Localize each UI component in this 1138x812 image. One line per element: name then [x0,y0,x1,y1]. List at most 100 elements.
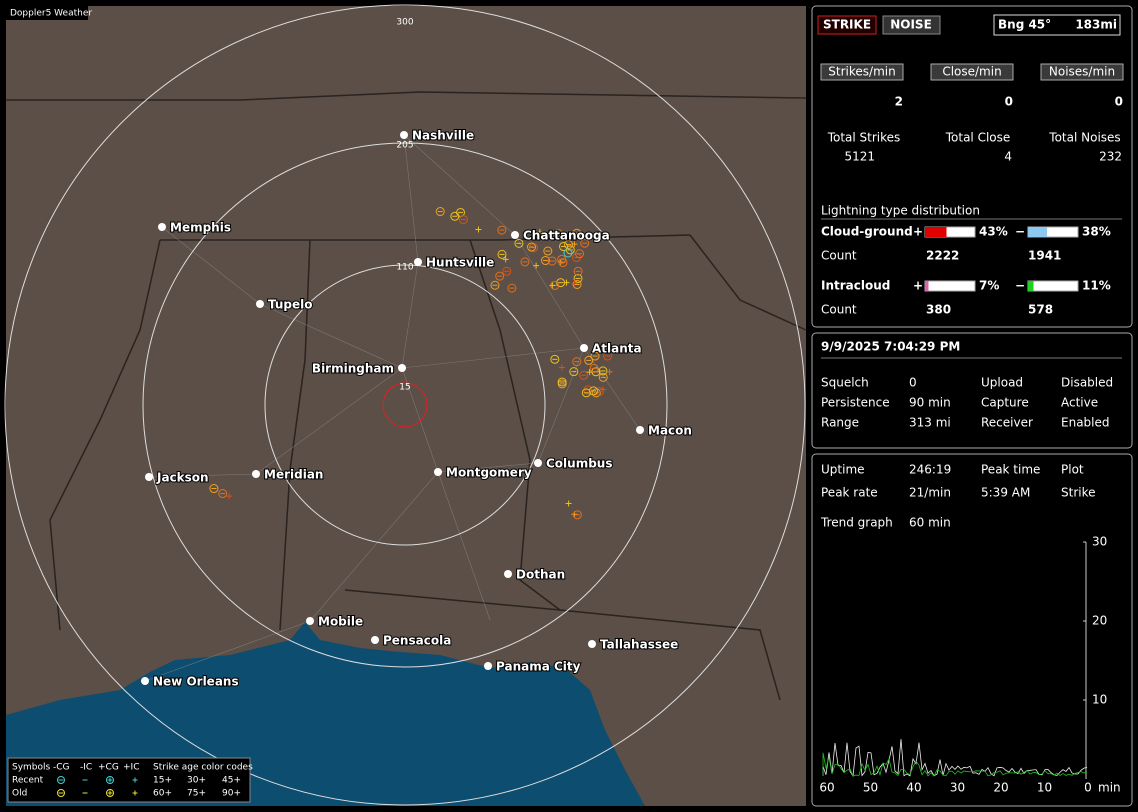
pct-track [924,280,976,292]
strike-marker [580,238,590,248]
strike-marker [520,257,530,267]
setting-label: Capture [981,396,1029,410]
strike-marker [590,351,600,361]
strike-marker [572,280,582,290]
app-tag [6,6,88,20]
strike-marker [594,387,604,397]
strike-marker [557,377,567,387]
range-ring [4,4,806,806]
strike-marker [218,489,228,499]
legend-age: 75+ [187,789,206,799]
city-dot [580,344,588,352]
x-tick-label: 0 [1084,781,1092,795]
pct-label: 7% [979,279,999,293]
strike-marker [559,242,569,252]
rate-value: 0 [1115,95,1123,109]
pct-track [1027,280,1079,292]
strike-marker [606,368,613,375]
city-dot [256,300,264,308]
strike-marker [502,266,512,276]
city-label: New Orleans [153,675,239,689]
city-label: Tallahassee [600,638,678,652]
rate-label: Close/min [942,65,1001,79]
strike-marker [497,249,507,259]
noise-button[interactable] [882,15,941,35]
setting-label: Persistence [821,396,890,410]
legend-type: -CG [53,763,70,773]
pct-bar [925,227,947,237]
legend-age: 90+ [222,789,241,799]
city-dot [414,258,422,266]
rate-button[interactable] [820,63,904,81]
x-tick-label: 40 [906,781,921,795]
city-label: Meridian [264,468,323,482]
city-dot [484,662,492,670]
ring-label: 205 [396,141,413,151]
type-sign: + [913,279,923,293]
city-label: Dothan [516,568,565,582]
rate-button[interactable] [1040,63,1124,81]
strike-marker [549,282,556,289]
setting-value: Active [1061,396,1098,410]
status-panel [811,5,1133,328]
legend-symbol [106,776,114,784]
legend-row-label: Old [12,789,27,799]
city-label: Huntsville [426,256,494,270]
app-name: Doppler5 Weather [10,9,92,19]
setting-value: 313 mi [909,416,951,430]
ring-label: 300 [396,18,413,28]
x-tick-label: 60 [819,781,834,795]
stat-value: 246:19 [909,463,951,477]
x-tick-label: 30 [950,781,965,795]
city-label: Memphis [170,221,231,235]
strike-marker [571,280,578,287]
legend-box [7,757,251,803]
strike-marker [553,228,563,238]
setting-value: 90 min [909,396,951,410]
legend-type: +CG [98,763,119,773]
strike-marker [575,249,585,259]
strike-marker [497,225,507,235]
strike-marker [572,357,582,367]
legend-symbol [132,777,138,783]
rate-button[interactable] [930,63,1014,81]
rate-value: 2 [895,95,903,109]
ring-label: 110 [396,263,413,273]
strike-marker [563,279,570,286]
strike-marker [603,351,613,361]
total-value: 232 [1099,150,1122,164]
strike-marker [573,273,583,283]
setting-label: Upload [981,376,1023,390]
strike-button[interactable] [817,15,877,35]
pct-label: 43% [979,225,1008,239]
rate-label: Noises/min [1049,65,1115,79]
stat-label: 5:39 AM [981,486,1030,500]
x-tick-label: 20 [993,781,1008,795]
city-dot [534,459,542,467]
city-label: Tupelo [268,298,313,312]
stat-value: 60 min [909,516,951,530]
total-label: Total Noises [1048,131,1120,145]
strike-marker [598,366,608,376]
strike-marker [226,493,233,500]
rate-value: 0 [1005,95,1013,109]
y-tick-label: 10 [1092,693,1107,707]
setting-label: Range [821,416,859,430]
legend-type: -IC [80,763,92,773]
strike-marker [573,266,583,276]
strike-marker [514,238,524,248]
stat-label: Peak time [981,463,1040,477]
total-label: Total Strikes [827,131,901,145]
pct-bar [925,281,929,291]
legend-symbol [132,790,138,796]
map: 300 205 110 15 Nashville Memphis Chattanooga H… [4,4,807,806]
strike-marker [589,363,599,373]
strike-marker [586,369,593,376]
strike-marker [581,388,591,398]
setting-value: Disabled [1061,376,1113,390]
setting-value: Enabled [1061,416,1110,430]
panels: STRIKE NOISE Bng 45° 183mi Strikes/min 2 Close… [817,14,1124,795]
strike-marker [527,242,537,252]
city-label: Chattanooga [523,229,610,243]
noise-button-label: NOISE [890,18,932,32]
